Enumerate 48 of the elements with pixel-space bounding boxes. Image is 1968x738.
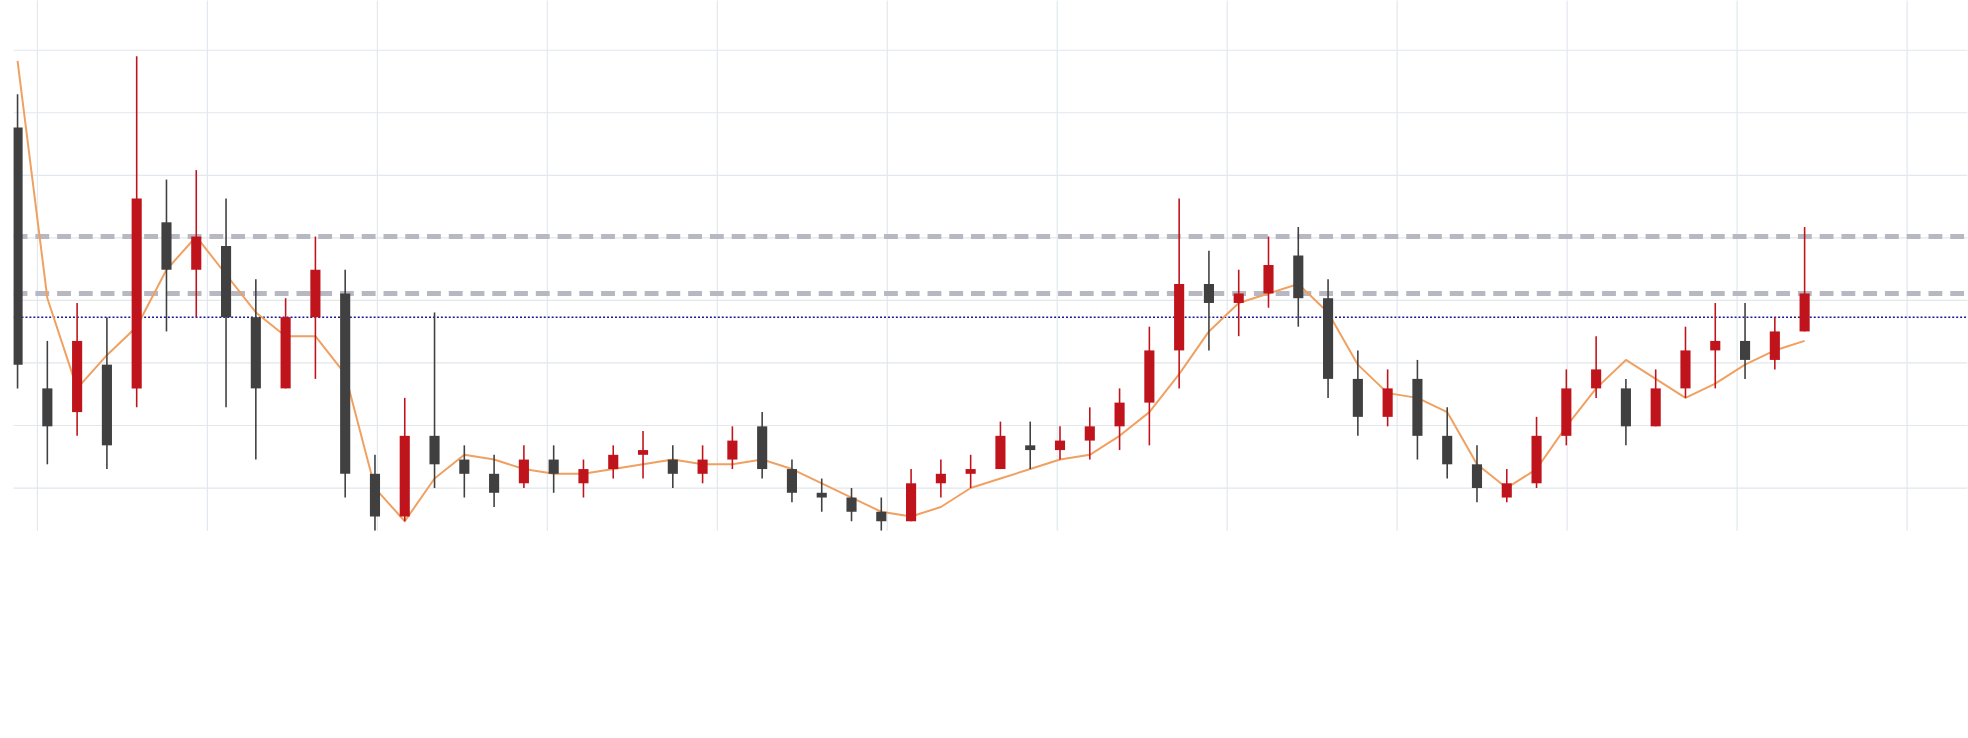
candlestick bbox=[310, 236, 321, 381]
candlestick bbox=[191, 169, 202, 319]
candlestick bbox=[1591, 335, 1602, 400]
candlestick bbox=[965, 454, 976, 490]
candlestick bbox=[1531, 416, 1542, 490]
candlestick bbox=[161, 179, 172, 333]
candlestick bbox=[786, 459, 798, 504]
candlestick bbox=[1680, 326, 1691, 400]
candlestick bbox=[1799, 226, 1810, 333]
candlestick bbox=[1769, 316, 1780, 371]
candlestick bbox=[757, 411, 768, 480]
candlestick bbox=[876, 497, 887, 532]
candlestick bbox=[578, 459, 589, 499]
candlestick bbox=[697, 444, 708, 485]
candlestick bbox=[42, 340, 53, 466]
candlestick bbox=[1710, 302, 1721, 390]
candlestick bbox=[518, 444, 529, 490]
candlestick bbox=[1442, 406, 1453, 480]
candlestick bbox=[667, 444, 678, 490]
candlestick bbox=[1561, 368, 1572, 447]
candlestick bbox=[459, 444, 470, 499]
candlestick bbox=[816, 478, 827, 513]
candlestick bbox=[1293, 226, 1304, 328]
candlestick bbox=[548, 444, 559, 494]
candlestick bbox=[995, 421, 1006, 471]
candlestick bbox=[1501, 468, 1512, 504]
candlestick bbox=[906, 468, 917, 523]
candlestick bbox=[1025, 421, 1036, 471]
candlestick bbox=[1352, 350, 1363, 437]
candlestick bbox=[1114, 387, 1125, 452]
candlestick bbox=[1263, 236, 1274, 309]
candlestick bbox=[1233, 269, 1244, 338]
candlestick bbox=[637, 430, 649, 480]
candlestick bbox=[727, 425, 738, 471]
candlestick bbox=[1203, 250, 1214, 352]
candlestick bbox=[1739, 302, 1751, 381]
candlestick bbox=[489, 454, 500, 509]
candlestick bbox=[1382, 368, 1393, 428]
candlestick bbox=[1084, 406, 1095, 461]
candlestick bbox=[608, 444, 619, 480]
candlestick bbox=[1650, 368, 1661, 428]
candlestick bbox=[429, 312, 440, 490]
candlestick bbox=[846, 487, 857, 523]
candlestick bbox=[1620, 378, 1631, 447]
candlestick bbox=[369, 454, 381, 532]
candlestick bbox=[1471, 444, 1483, 504]
candlestick bbox=[1054, 425, 1066, 461]
candlestick bbox=[935, 459, 946, 499]
